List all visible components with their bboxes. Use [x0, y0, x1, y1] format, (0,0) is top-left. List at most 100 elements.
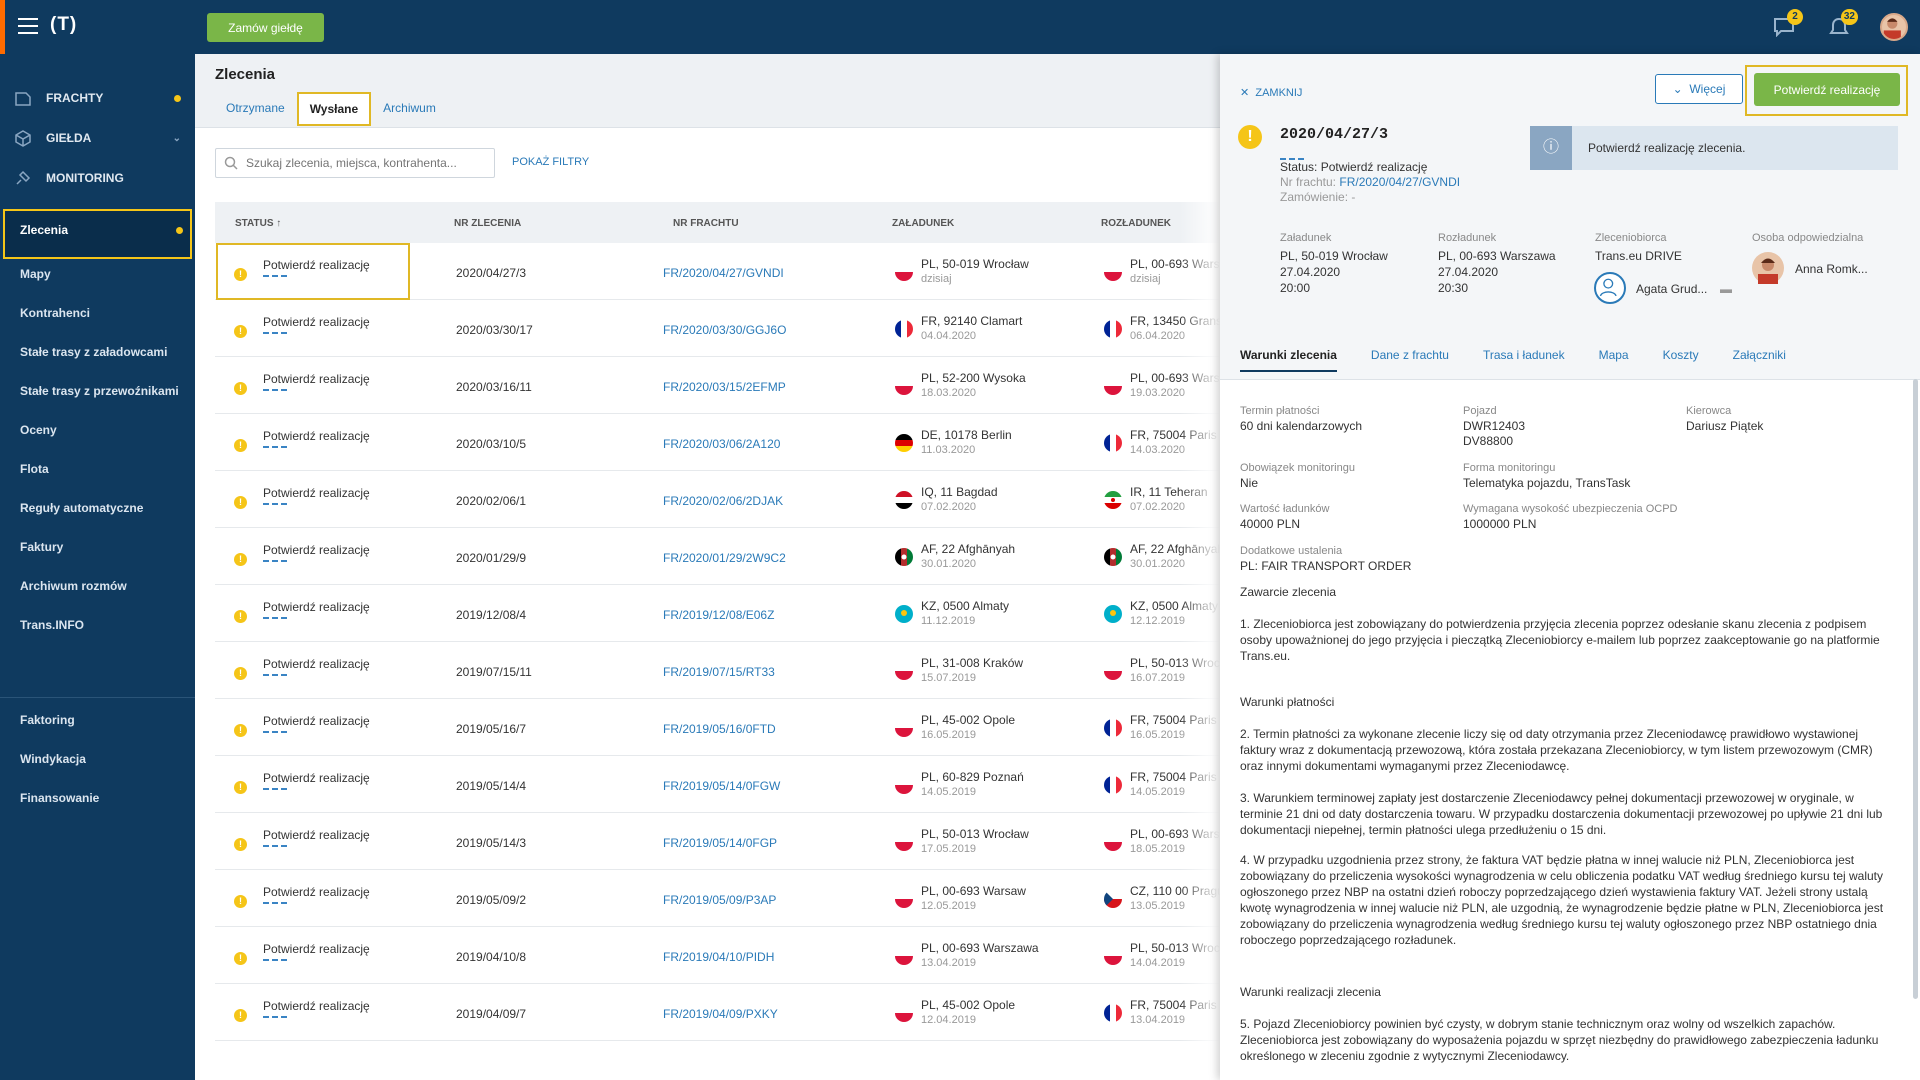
- unloading-info: Rozładunek PL, 00-693 Warszawa 27.04.202…: [1438, 230, 1556, 296]
- flag-icon: [895, 776, 913, 794]
- tab-archiwum[interactable]: Archiwum: [383, 101, 436, 115]
- freight-link[interactable]: FR/2020/04/27/GVNDI: [1339, 175, 1461, 189]
- chat-icon[interactable]: ▬: [1720, 282, 1732, 296]
- freight-link[interactable]: FR/2019/12/08/E06Z: [663, 608, 775, 622]
- search-input[interactable]: [246, 156, 486, 170]
- table-row[interactable]: ! Potwierdź realizację 2020/03/30/17 FR/202…: [215, 300, 1222, 357]
- contractor-person[interactable]: Agata Grud...: [1636, 282, 1708, 296]
- sidebar-divider: [0, 697, 195, 698]
- freight-link[interactable]: FR/2020/04/27/GVNDI: [663, 266, 784, 280]
- table-row[interactable]: ! Potwierdź realizację 2019/05/09/2 FR/2019…: [215, 870, 1224, 927]
- tab-mapa[interactable]: Mapa: [1598, 348, 1629, 362]
- tabs-divider: [1220, 379, 1920, 380]
- warning-icon: !: [234, 781, 247, 794]
- freight-link[interactable]: FR/2019/07/15/RT33: [663, 665, 775, 679]
- tab-dane-frachtu[interactable]: Dane z frachtu: [1370, 348, 1449, 362]
- tab-zalaczniki[interactable]: Załączniki: [1732, 348, 1786, 362]
- sidebar-item-mapy[interactable]: Mapy: [0, 254, 195, 293]
- unloading-date: dzisiaj: [1130, 273, 1161, 285]
- sidebar-item-stale-trasy-zaladowcy[interactable]: Stałe trasy z załadowcami: [0, 332, 195, 371]
- sidebar-item-kontrahenci[interactable]: Kontrahenci: [0, 293, 195, 332]
- freight-link[interactable]: FR/2019/05/14/0FGP: [663, 836, 778, 850]
- warning-icon: !: [234, 895, 247, 908]
- sidebar-item-frachty[interactable]: FRACHTY: [0, 78, 195, 118]
- sidebar-item-flota[interactable]: Flota: [0, 449, 195, 488]
- sidebar-item-zlecenia[interactable]: Zlecenia: [0, 206, 195, 254]
- freight-link[interactable]: FR/2019/05/16/0FTD: [663, 722, 776, 736]
- table-row[interactable]: ! Potwierdź realizację 2019/05/14/3 FR/2019…: [215, 813, 1226, 870]
- freight-link[interactable]: FR/2020/03/06/2A120: [663, 437, 781, 451]
- confirm-realization-button[interactable]: Potwierdź realizację: [1754, 73, 1900, 106]
- freight-link[interactable]: FR/2020/03/15/2EFMP: [663, 380, 786, 394]
- sidebar-item-faktury[interactable]: Faktury: [0, 527, 195, 566]
- freight-link[interactable]: FR/2020/02/06/2DJAK: [663, 494, 784, 508]
- tab-wyslane[interactable]: Wysłane: [296, 92, 372, 126]
- order-exchange-button[interactable]: Zamów giełdę: [207, 13, 324, 42]
- sidebar-item-faktoring[interactable]: Faktoring: [0, 700, 195, 739]
- tab-warunki[interactable]: Warunki zlecenia: [1240, 348, 1337, 372]
- sidebar: FRACHTY GIEŁDA ⌄ MONITORING Zlecenia Map…: [0, 54, 195, 1080]
- tab-koszty[interactable]: Koszty: [1662, 348, 1699, 362]
- status-text: Potwierdź realizację: [263, 486, 370, 500]
- loading-cell: PL, 45-002 Opole 12.04.2019: [921, 998, 1015, 1026]
- status-text: Potwierdź realizację: [263, 828, 370, 842]
- flag-icon: [895, 833, 913, 851]
- table-row[interactable]: ! Potwierdź realizację 2020/02/06/1 FR/2020…: [215, 471, 1220, 528]
- more-button[interactable]: ⌄ Więcej: [1655, 74, 1743, 104]
- loading-place: PL, 31-008 Kraków: [921, 656, 1024, 670]
- freight-link[interactable]: FR/2019/05/14/0FGW: [663, 779, 781, 793]
- table-row[interactable]: ! Potwierdź realizację 2019/12/08/4 FR/2019…: [215, 585, 1220, 642]
- table-row[interactable]: ! Potwierdź realizację 2019/04/10/8 FR/2019…: [215, 927, 1223, 984]
- table-row[interactable]: ! Potwierdź realizację 2019/05/16/7 FR/2019…: [215, 699, 1220, 756]
- menu-icon[interactable]: [18, 18, 38, 34]
- loading-place: DE, 10178 Berlin: [921, 428, 1012, 442]
- table-row[interactable]: ! Potwierdź realizację 2020/03/10/5 FR/2020…: [215, 414, 1220, 471]
- sidebar-item-trans-info[interactable]: Trans.INFO: [0, 605, 195, 644]
- column-unloading[interactable]: ROZŁADUNEK: [1101, 218, 1171, 229]
- unloading-date: 27.04.2020: [1438, 265, 1499, 279]
- messages-button[interactable]: 2: [1773, 9, 1803, 38]
- freight-link[interactable]: FR/2020/01/29/2W9C2: [663, 551, 786, 565]
- monitoring-form: Forma monitoringu Telematyka pojazdu, Tra…: [1463, 462, 1631, 490]
- freight-link[interactable]: FR/2019/05/09/P3AP: [663, 893, 777, 907]
- loading-date: 12.04.2019: [921, 1014, 977, 1026]
- column-nr[interactable]: NR ZLECENIA: [454, 218, 522, 229]
- column-status[interactable]: STATUS ↑: [235, 218, 282, 229]
- tab-otrzymane[interactable]: Otrzymane: [226, 101, 285, 115]
- paragraph: 5. Pojazd Zleceniobiorcy powinien być cz…: [1240, 1017, 1879, 1063]
- flag-icon: [1104, 833, 1122, 851]
- sidebar-item-stale-trasy-przewoznicy[interactable]: Stałe trasy z przewoźnikami: [0, 371, 195, 410]
- table-row[interactable]: ! Potwierdź realizację 2020/03/16/11 FR/202…: [215, 357, 1226, 414]
- order-detail-panel: ✕ ZAMKNIJ ⌄ Więcej Potwierdź realizację …: [1220, 54, 1920, 1080]
- freight-link[interactable]: FR/2019/04/09/PXKY: [663, 1007, 778, 1021]
- panel-scrollbar[interactable]: [1913, 379, 1918, 999]
- table-row[interactable]: ! Potwierdź realizację 2020/01/29/9 FR/2020…: [215, 528, 1224, 585]
- sidebar-item-oceny[interactable]: Oceny: [0, 410, 195, 449]
- sidebar-item-monitoring[interactable]: MONITORING: [0, 158, 195, 198]
- tab-trasa[interactable]: Trasa i ładunek: [1482, 348, 1565, 362]
- sidebar-item-archiwum-rozmow[interactable]: Archiwum rozmów: [0, 566, 195, 605]
- freight-link[interactable]: FR/2019/04/10/PIDH: [663, 950, 775, 964]
- sidebar-item-reguly[interactable]: Reguły automatyczne: [0, 488, 195, 527]
- column-loading[interactable]: ZAŁADUNEK: [892, 218, 955, 229]
- sidebar-item-windykacja[interactable]: Windykacja: [0, 739, 195, 778]
- notifications-button[interactable]: 32: [1828, 9, 1858, 37]
- table-row[interactable]: ! Potwierdź realizację 2019/07/15/11 FR/201…: [215, 642, 1223, 699]
- responsible-heading: Osoba odpowiedzialna: [1752, 232, 1864, 244]
- show-filters-link[interactable]: POKAŻ FILTRY: [512, 156, 590, 168]
- warning-icon: !: [234, 724, 247, 737]
- active-item-highlight: [3, 209, 192, 259]
- unloading-date: 13.05.2019: [1130, 900, 1186, 912]
- freight-link[interactable]: FR/2020/03/30/GGJ6O: [663, 323, 787, 337]
- accent-strip: [0, 0, 5, 54]
- close-button[interactable]: ✕ ZAMKNIJ: [1240, 86, 1302, 99]
- table-row[interactable]: ! Potwierdź realizację 2019/04/09/7 FR/2019…: [215, 984, 1220, 1041]
- order-number: 2019/04/10/8: [456, 950, 527, 964]
- sidebar-item-finansowanie[interactable]: Finansowanie: [0, 778, 195, 817]
- table-row[interactable]: ! Potwierdź realizację 2019/05/14/4 FR/2019…: [215, 756, 1220, 813]
- user-avatar[interactable]: [1880, 13, 1908, 41]
- column-freight[interactable]: NR FRACHTU: [673, 218, 739, 229]
- app-logo[interactable]: (T): [50, 14, 78, 35]
- sidebar-item-gielda[interactable]: GIEŁDA ⌄: [0, 118, 195, 158]
- table-row[interactable]: ! Potwierdź realizację 2020/04/27/3 FR/2020…: [215, 243, 1226, 300]
